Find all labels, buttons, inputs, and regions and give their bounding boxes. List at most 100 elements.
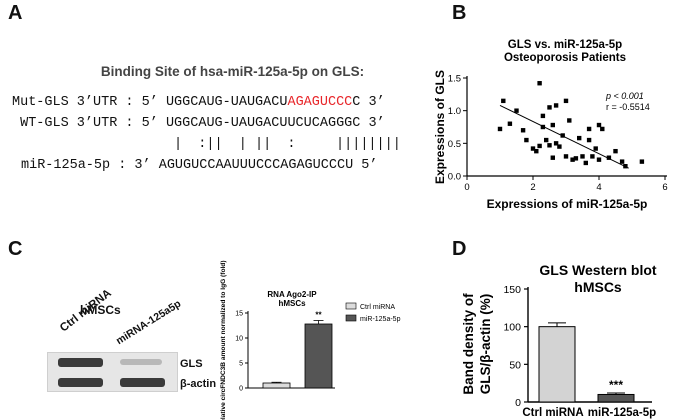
western-blot-image [47,352,178,392]
chart-c-legend-label: Ctrl miRNA [360,304,395,311]
chart-b-y-tick-label: 0.0 [448,172,461,183]
chart-b-point [537,143,542,149]
chart-b-point [520,128,526,133]
chart-b-y-tick-label: 0.5 [448,139,461,150]
chart-b-point [553,103,559,108]
gls-band-ctrl [58,358,103,367]
chart-b-point [563,98,569,104]
chart-c-bar [304,323,333,389]
chart-b-point [514,108,519,113]
chart-b-point [550,122,555,128]
chart-b-point [560,133,565,138]
chart-b-point [563,154,569,159]
chart-b-point [577,135,582,141]
panel-letter-d: D [452,238,467,260]
chart-c-y-label: Relative circFNDC3B amount normalized to… [220,260,227,420]
mirna-seq: AGUGUCCAAUUUCCCAGAGUCCCU [158,158,354,173]
chart-b-point [547,105,552,110]
chart-b-point [497,126,503,132]
chart-c-y-tick-label: 10 [235,336,243,343]
wt-gls-sequence: WT-GLS 3’UTR : 5’ UGGCAUG-UAUGACUUCUCAGG… [12,116,385,131]
chart-b-point [596,122,602,128]
chart-b-point [613,148,618,154]
wt-gls-label: WT-GLS 3’UTR [12,116,118,131]
mut-gls-sequence: Mut-GLS 3’UTR : 5’ UGGCAUG-UAUGACUAGAGUC… [12,95,385,110]
mut-gls-mutated-site: AGAGUCCC [287,95,353,110]
chart-b-point [540,113,546,119]
chart-c-legend-swatch [345,314,357,322]
chart-d-y-tick-label: 100 [503,322,521,334]
chart-b-point [540,124,546,130]
chart-b-point [553,141,559,146]
chart-d-x-tick-label: Ctrl miRNA [522,407,583,419]
panel-letter-b: B [452,2,467,24]
chart-b-point [623,164,628,169]
chart-d-y-tick-label: 150 [503,284,521,296]
binding-site-title: Binding Site of hsa-miR-125a-5p on GLS: [100,64,365,79]
chart-d-bar [538,326,576,403]
chart-d-title: GLS Western blot [539,262,657,278]
chart-b-point [583,160,588,166]
chart-b-point [639,159,645,164]
mut-gls-seq: UGGCAUG-UAUGACU [165,95,288,110]
chart-b-point [619,159,625,164]
chart-b-point [507,121,513,126]
actin-band-mirna [120,378,165,387]
chart-b-x-tick-label: 0 [464,182,469,193]
band-label-actin: β-actin [180,378,217,390]
chart-b-x-tick-label: 6 [662,182,667,193]
chart-d-y-label-1: Band density of [461,293,476,395]
chart-d-y-label-2: GLS/β-actin (%) [478,294,493,395]
chart-b-point [524,137,529,143]
panel-letter-c: C [8,238,23,260]
pairing-marks: | :|| | || : |||||||| [174,137,401,152]
chart-b-y-tick-label: 1.5 [448,74,461,85]
chart-c-y-tick-label: 5 [239,361,243,368]
chart-d-significance: *** [609,378,623,392]
chart-c-legend-label: miR-125a-5p [360,316,401,323]
chart-c-significance: ** [315,311,322,320]
chart-b-y-label: Expressions of GLS [433,70,447,184]
chart-b-point [550,155,555,160]
mut-gls-label: Mut-GLS 3’UTR [12,95,118,110]
chart-b-y-tick-label: 1.0 [448,106,461,117]
chart-b-point [557,144,562,149]
chart-b-point [590,154,595,159]
chart-d-y-tick-label: 0 [515,397,521,409]
chart-b-title: GLS vs. miR-125a-5p [508,39,622,51]
chart-b-p-value: p < 0.001 [605,91,644,101]
blot-title: hMSCs [80,303,121,317]
chart-b-point [547,143,552,148]
chart-b-point [567,118,572,123]
chart-d-bar [597,393,635,403]
chart-d-y-tick-label: 50 [509,359,521,371]
panel-letter-a: A [8,2,23,24]
chart-c-y-tick-label: 15 [235,311,243,318]
mirna-sequence: miR-125a-5p : 3’ AGUGUCCAAUUUCCCAGAGUCCC… [21,158,378,173]
band-label-gls: GLS [180,358,203,370]
chart-b-point [501,98,506,104]
mirna-label: miR-125a-5p [21,158,111,173]
chart-b-point [593,146,598,151]
chart-b-point [573,156,579,161]
chart-c-subtitle: hMSCs [278,299,306,308]
chart-b-point [570,157,575,162]
chart-b-point [606,155,612,160]
gls-band-mirna [120,359,162,365]
chart-b-x-tick-label: 4 [596,182,601,193]
chart-d-subtitle: hMSCs [574,279,622,295]
chart-b-point [580,154,585,159]
chart-b-r-value: r = -0.5514 [606,102,650,112]
actin-band-ctrl [58,378,103,387]
chart-c-legend-swatch [345,302,357,310]
chart-c-y-tick-label: 0 [239,386,243,393]
chart-b-point [600,126,605,132]
chart-b-point [530,146,536,151]
chart-b-point [534,148,539,154]
chart-b-point [596,157,602,162]
chart-c-title: RNA Ago2-IP [267,290,317,299]
chart-b-x-label: Expressions of miR-125a-5p [487,197,648,211]
